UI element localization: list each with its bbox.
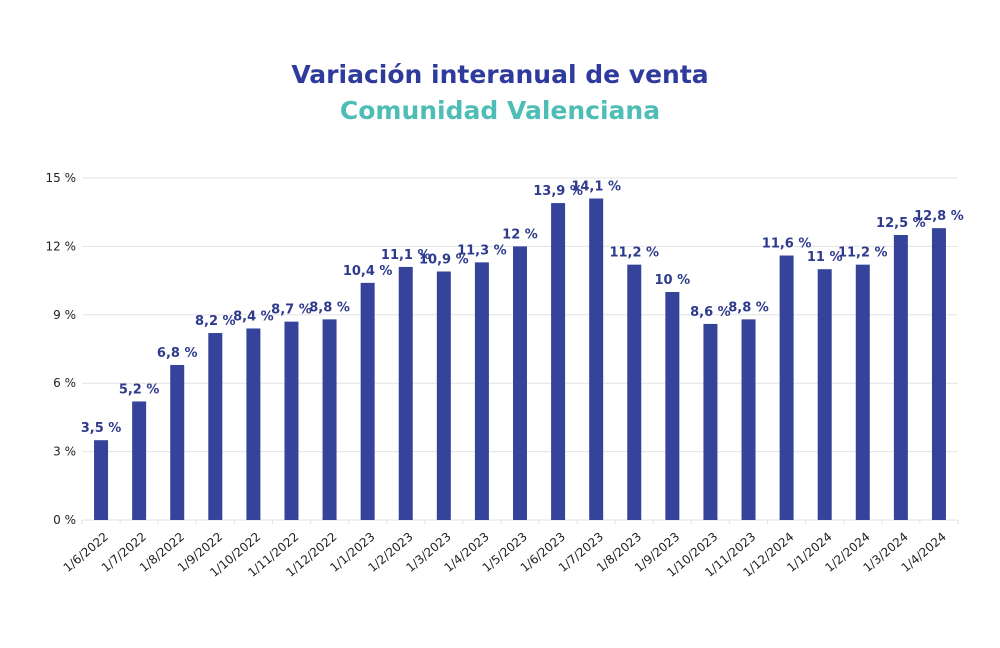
- data-label: 11,2 %: [609, 246, 659, 261]
- data-label: 12,5 %: [876, 216, 926, 231]
- data-label: 12 %: [502, 227, 538, 242]
- data-label: 11,3 %: [457, 243, 507, 258]
- y-tick-label: 9 %: [53, 308, 76, 322]
- bar: [360, 282, 375, 520]
- bar: [94, 440, 109, 520]
- data-label: 3,5 %: [81, 421, 122, 436]
- bar: [398, 266, 413, 520]
- data-label: 11,1 %: [381, 248, 431, 263]
- data-label: 8,4 %: [233, 309, 274, 324]
- bar: [132, 401, 147, 520]
- bar: [246, 328, 261, 520]
- chart-title: Variación interanual de venta: [291, 60, 709, 89]
- bar: [436, 271, 451, 520]
- data-label: 11 %: [807, 250, 843, 265]
- bar: [893, 235, 908, 520]
- y-tick-label: 0 %: [53, 513, 76, 527]
- bar: [474, 262, 489, 520]
- data-label: 8,7 %: [271, 303, 312, 318]
- data-label: 8,8 %: [728, 300, 769, 315]
- bar: [322, 319, 337, 520]
- y-tick-label: 3 %: [53, 445, 76, 459]
- data-label: 5,2 %: [119, 382, 160, 397]
- data-label: 10,4 %: [343, 264, 393, 279]
- data-label: 11,6 %: [762, 237, 812, 252]
- data-label: 11,2 %: [838, 246, 888, 261]
- data-label: 13,9 %: [533, 184, 583, 199]
- bar: [665, 292, 680, 520]
- chart-subtitle: Comunidad Valenciana: [339, 96, 661, 125]
- bar: [931, 228, 946, 520]
- y-tick-label: 12 %: [46, 239, 77, 253]
- bar: [855, 264, 870, 520]
- data-label: 8,8 %: [309, 300, 350, 315]
- bar: [627, 264, 642, 520]
- data-label: 8,6 %: [690, 305, 731, 320]
- bar: [284, 321, 299, 520]
- bar: [779, 255, 794, 520]
- bar: [551, 203, 566, 520]
- data-label: 12,8 %: [914, 209, 964, 224]
- bar: [703, 323, 718, 520]
- bar: [513, 246, 527, 520]
- bar: [170, 364, 185, 520]
- bar: [817, 269, 832, 520]
- bar: [741, 319, 756, 520]
- data-label: 6,8 %: [157, 346, 198, 361]
- bar: [208, 333, 223, 520]
- data-label: 10,9 %: [419, 252, 469, 267]
- data-label: 14,1 %: [571, 180, 621, 195]
- y-tick-label: 6 %: [53, 376, 76, 390]
- bar: [589, 198, 604, 520]
- y-tick-label: 15 %: [46, 171, 77, 185]
- data-label: 10 %: [655, 273, 691, 288]
- data-label: 8,2 %: [195, 314, 236, 329]
